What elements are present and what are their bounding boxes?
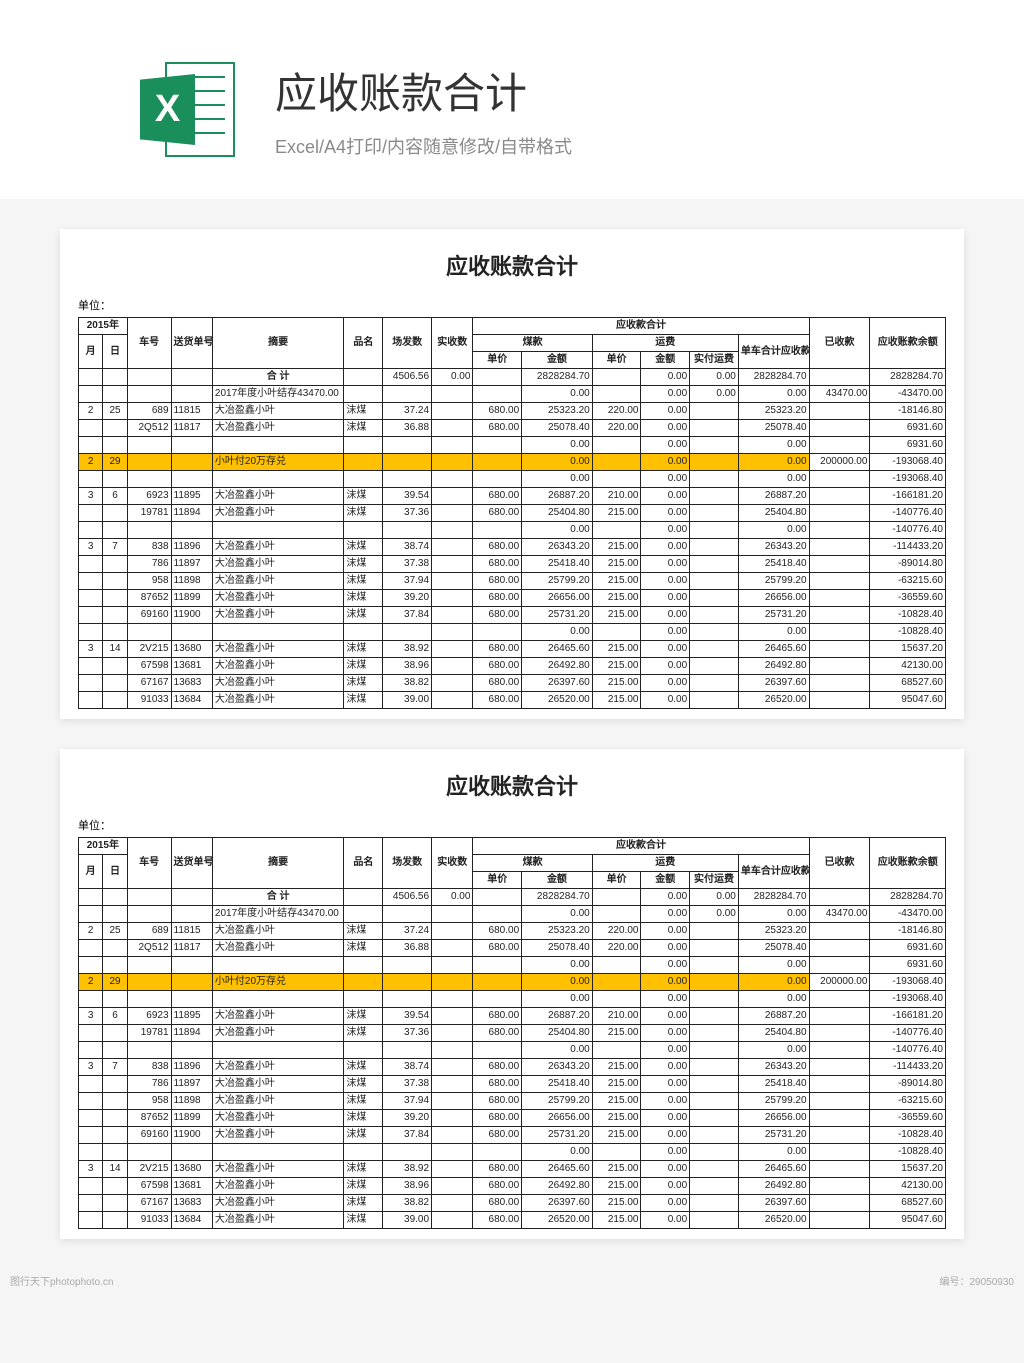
table-row: 78611897大冶盈鑫小叶沫煤37.38680.0025418.40215.0… bbox=[79, 1076, 946, 1093]
table-row: 2Q51211817大冶盈鑫小叶沫煤36.88680.0025078.40220… bbox=[79, 940, 946, 957]
table-row: 0.000.000.00-193068.40 bbox=[79, 991, 946, 1008]
unit-label: 单位： bbox=[78, 297, 946, 313]
table-row: 3142V21513680大冶盈鑫小叶沫煤38.92680.0026465.60… bbox=[79, 1161, 946, 1178]
table-row: 3783811896大冶盈鑫小叶沫煤38.74680.0026343.20215… bbox=[79, 539, 946, 556]
watermark-left: 图行天下photophoto.cn bbox=[10, 1273, 113, 1288]
table-row: 95811898大冶盈鑫小叶沫煤37.94680.0025799.20215.0… bbox=[79, 573, 946, 590]
watermark: 图行天下photophoto.cn 编号：29050930 bbox=[0, 1269, 1024, 1292]
page-title: 应收账款合计 bbox=[275, 60, 572, 121]
excel-icon: X bbox=[140, 62, 235, 157]
table-row: 36692311895大冶盈鑫小叶沫煤39.54680.0026887.2021… bbox=[79, 488, 946, 505]
table-row: 22568911815大冶盈鑫小叶沫煤37.24680.0025323.2022… bbox=[79, 403, 946, 420]
sheet-title: 应收账款合计 bbox=[78, 769, 946, 801]
receivables-table: 2015年车号送货单号摘要品名场发数实收数应收款合计已收款应收账款余额月日煤款运… bbox=[78, 837, 946, 1229]
table-row: 78611897大冶盈鑫小叶沫煤37.38680.0025418.40215.0… bbox=[79, 556, 946, 573]
table-row: 0.000.000.00-10828.40 bbox=[79, 1144, 946, 1161]
table-row: 0.000.000.00-140776.40 bbox=[79, 1042, 946, 1059]
sheet-table-slot-2: 2015年车号送货单号摘要品名场发数实收数应收款合计已收款应收账款余额月日煤款运… bbox=[78, 837, 946, 1229]
table-row: 229小叶付20万存兑0.000.000.00200000.00-193068.… bbox=[79, 454, 946, 471]
table-row: 0.000.000.00-10828.40 bbox=[79, 624, 946, 641]
sheet-title: 应收账款合计 bbox=[78, 249, 946, 281]
table-row: 6916011900大冶盈鑫小叶沫煤37.84680.0025731.20215… bbox=[79, 607, 946, 624]
table-row: 9103313684大冶盈鑫小叶沫煤39.00680.0026520.00215… bbox=[79, 692, 946, 709]
table-row: 6759813681大冶盈鑫小叶沫煤38.96680.0026492.80215… bbox=[79, 1178, 946, 1195]
table-row: 1978111894大冶盈鑫小叶沫煤37.36680.0025404.80215… bbox=[79, 505, 946, 522]
table-row: 2Q51211817大冶盈鑫小叶沫煤36.88680.0025078.40220… bbox=[79, 420, 946, 437]
table-row: 6916011900大冶盈鑫小叶沫煤37.84680.0025731.20215… bbox=[79, 1127, 946, 1144]
sheet-table-slot-1: 2015年车号送货单号摘要品名场发数实收数应收款合计已收款应收账款余额月日煤款运… bbox=[78, 317, 946, 709]
receivables-table: 2015年车号送货单号摘要品名场发数实收数应收款合计已收款应收账款余额月日煤款运… bbox=[78, 317, 946, 709]
total-row: 合 计4506.560.002828284.700.000.002828284.… bbox=[79, 369, 946, 386]
table-row: 3142V21513680大冶盈鑫小叶沫煤38.92680.0026465.60… bbox=[79, 641, 946, 658]
table-row: 229小叶付20万存兑0.000.000.00200000.00-193068.… bbox=[79, 974, 946, 991]
table-row: 0.000.000.006931.60 bbox=[79, 437, 946, 454]
table-row: 0.000.000.00-193068.40 bbox=[79, 471, 946, 488]
unit-label: 单位： bbox=[78, 817, 946, 833]
page-header: X 应收账款合计 Excel/A4打印/内容随意修改/自带格式 bbox=[0, 0, 1024, 199]
table-row: 2017年度小叶结存43470.000.000.000.000.0043470.… bbox=[79, 386, 946, 403]
table-row: 6716713683大冶盈鑫小叶沫煤38.82680.0026397.60215… bbox=[79, 1195, 946, 1212]
page-subtitle: Excel/A4打印/内容随意修改/自带格式 bbox=[275, 133, 572, 159]
table-row: 9103313684大冶盈鑫小叶沫煤39.00680.0026520.00215… bbox=[79, 1212, 946, 1229]
table-row: 0.000.000.006931.60 bbox=[79, 957, 946, 974]
table-row: 6716713683大冶盈鑫小叶沫煤38.82680.0026397.60215… bbox=[79, 675, 946, 692]
watermark-right: 编号：29050930 bbox=[940, 1273, 1015, 1288]
table-row: 95811898大冶盈鑫小叶沫煤37.94680.0025799.20215.0… bbox=[79, 1093, 946, 1110]
sheet-preview-2: 应收账款合计 单位： 2015年车号送货单号摘要品名场发数实收数应收款合计已收款… bbox=[60, 749, 964, 1239]
table-row: 3783811896大冶盈鑫小叶沫煤38.74680.0026343.20215… bbox=[79, 1059, 946, 1076]
table-row: 22568911815大冶盈鑫小叶沫煤37.24680.0025323.2022… bbox=[79, 923, 946, 940]
table-row: 8765211899大冶盈鑫小叶沫煤39.20680.0026656.00215… bbox=[79, 1110, 946, 1127]
sheet-preview-1: 应收账款合计 单位： 2015年车号送货单号摘要品名场发数实收数应收款合计已收款… bbox=[60, 229, 964, 719]
table-row: 0.000.000.00-140776.40 bbox=[79, 522, 946, 539]
table-row: 1978111894大冶盈鑫小叶沫煤37.36680.0025404.80215… bbox=[79, 1025, 946, 1042]
table-row: 6759813681大冶盈鑫小叶沫煤38.96680.0026492.80215… bbox=[79, 658, 946, 675]
table-row: 2017年度小叶结存43470.000.000.000.000.0043470.… bbox=[79, 906, 946, 923]
table-row: 8765211899大冶盈鑫小叶沫煤39.20680.0026656.00215… bbox=[79, 590, 946, 607]
table-row: 36692311895大冶盈鑫小叶沫煤39.54680.0026887.2021… bbox=[79, 1008, 946, 1025]
total-row: 合 计4506.560.002828284.700.000.002828284.… bbox=[79, 889, 946, 906]
